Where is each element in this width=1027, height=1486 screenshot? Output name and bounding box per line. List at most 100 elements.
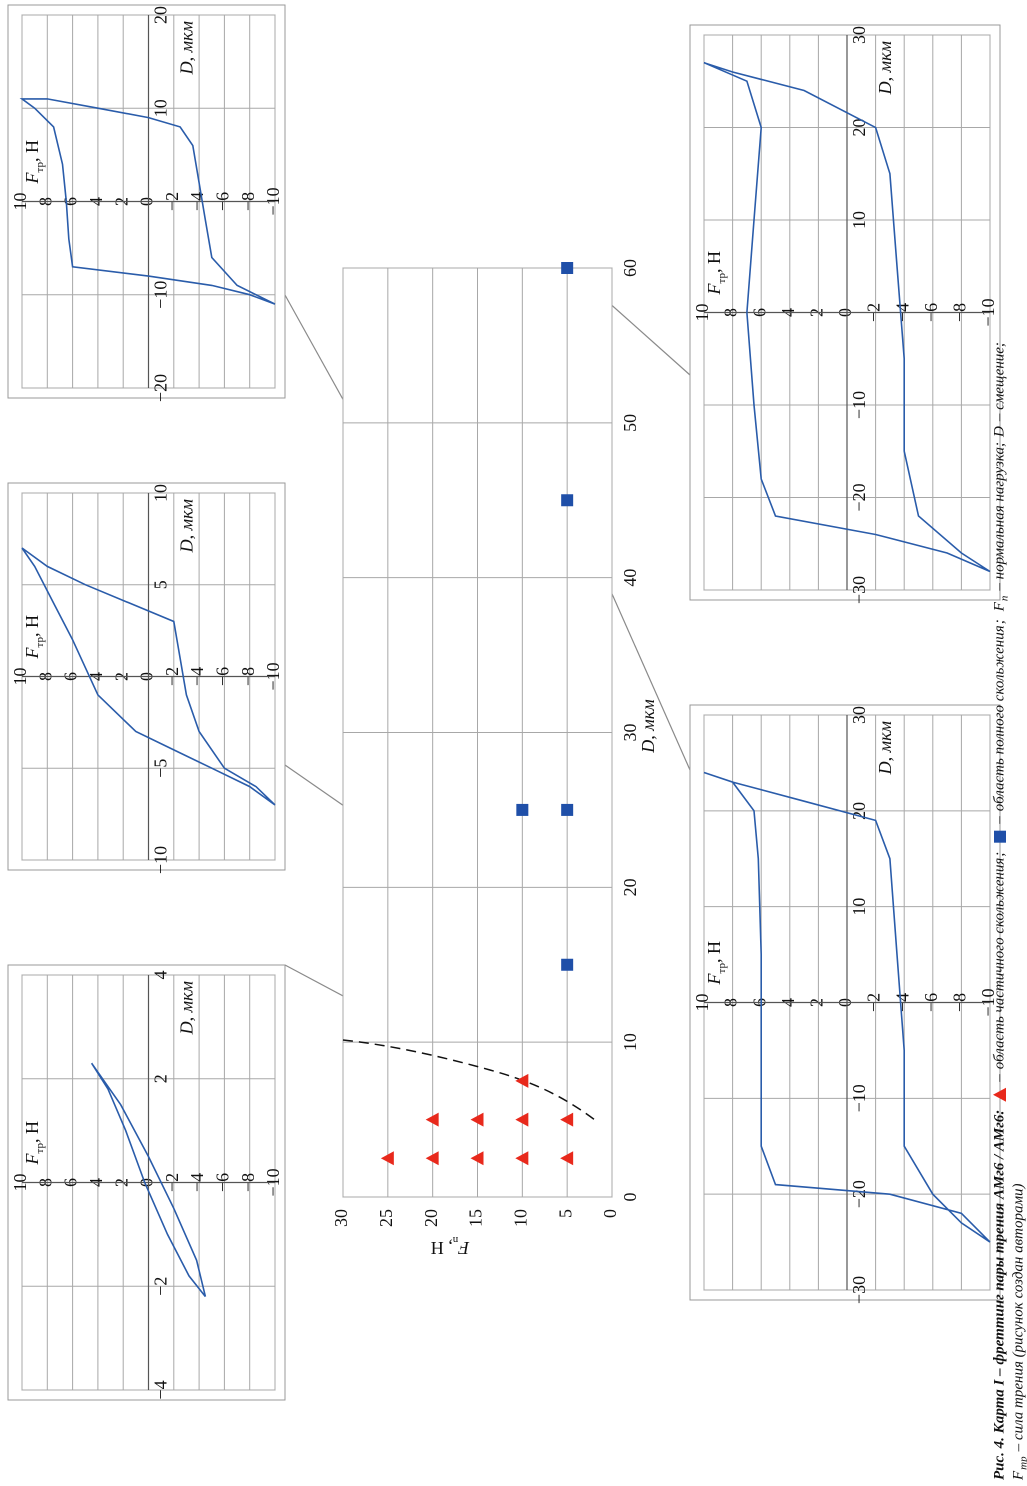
y-axis-title-sub: n <box>452 1234 458 1246</box>
x-tick-label: 20 <box>151 6 171 24</box>
x-axis-title: D, мкм <box>638 699 658 754</box>
boundary-curve <box>342 1039 596 1121</box>
caption-text: D <box>991 426 1007 438</box>
x-tick-label: 20 <box>620 878 640 896</box>
point <box>425 1151 439 1166</box>
y-tick-label: 25 <box>376 1209 396 1227</box>
y-tick-label: 20 <box>421 1209 441 1227</box>
x-axis-title: D, мкм <box>177 499 197 554</box>
y-tick-label: 10 <box>510 1209 530 1227</box>
caption-text: Рис. 4. Карта I – фреттинг пары трения А… <box>991 1110 1007 1480</box>
x-tick-label: 10 <box>849 898 869 916</box>
y-axis-title-sub: тр <box>716 273 728 284</box>
x-tick-label: 60 <box>620 259 640 277</box>
x-tick-label: 0 <box>620 1193 640 1202</box>
point <box>515 1112 529 1127</box>
x-tick-label: −20 <box>849 1180 869 1208</box>
caption-text: – смещение; <box>991 342 1007 422</box>
x-tick-label: −30 <box>849 1276 869 1304</box>
y-axis-title-rest: , Н <box>431 1238 453 1258</box>
y-axis-title: Fтр, Н <box>22 140 45 184</box>
y-tick-label: 30 <box>331 1209 351 1227</box>
y-tick-label: 10 <box>10 668 30 686</box>
y-axis-title-sub: тр <box>34 1143 46 1154</box>
y-tick-label: 0 <box>600 1209 620 1218</box>
x-tick-label: 4 <box>151 971 171 980</box>
x-tick-label: 10 <box>849 211 869 229</box>
y-tick-label: 10 <box>692 304 712 322</box>
x-tick-label: −30 <box>849 576 869 604</box>
hysteresis-loop <box>21 547 276 806</box>
x-tick-label: 10 <box>151 99 171 117</box>
x-tick-label: 20 <box>849 119 869 137</box>
y-axis-title-rest: , Н <box>22 1121 42 1143</box>
point <box>515 1073 529 1088</box>
x-axis-title: D, мкм <box>875 41 895 96</box>
x-axis-title: D, мкм <box>177 981 197 1036</box>
y-tick-label: 10 <box>10 193 30 211</box>
x-tick-label: 30 <box>620 724 640 742</box>
point <box>380 1151 394 1166</box>
y-axis-title: Fтр, Н <box>22 615 45 659</box>
point <box>561 803 574 816</box>
y-axis-title-rest: , Н <box>22 140 42 162</box>
y-axis-title: Fтр, Н <box>704 251 727 295</box>
point <box>470 1112 484 1127</box>
caption-text: ; <box>991 619 1007 624</box>
y-axis-title-sub: тр <box>34 637 46 648</box>
x-tick-label: 30 <box>849 706 869 724</box>
y-tick-label: 10 <box>10 1174 30 1192</box>
point <box>515 1151 529 1166</box>
caption-text: n <box>999 595 1011 601</box>
y-tick-label: 15 <box>466 1209 486 1227</box>
hysteresis-loop <box>19 98 276 305</box>
x-tick-label: −20 <box>151 374 171 402</box>
point <box>560 1112 574 1127</box>
x-tick-label: 2 <box>151 1074 171 1083</box>
point <box>516 803 529 816</box>
caption-text: F <box>991 601 1007 612</box>
y-axis-title-main: F <box>22 172 42 185</box>
caption-text: F <box>1010 1470 1026 1481</box>
x-tick-label: 10 <box>151 484 171 502</box>
point <box>425 1112 439 1127</box>
y-tick-label: 5 <box>555 1209 575 1218</box>
x-tick-label: 5 <box>151 580 171 589</box>
caption-text: – <box>991 816 1007 825</box>
y-axis-title-rest: , Н <box>704 941 724 963</box>
point <box>560 1151 574 1166</box>
x-tick-label: 50 <box>620 414 640 432</box>
y-axis-title-rest: , Н <box>704 251 724 273</box>
x-tick-label: 30 <box>849 26 869 44</box>
x-axis-title: D, мкм <box>875 721 895 776</box>
x-tick-label: −5 <box>151 759 171 778</box>
point <box>561 262 574 274</box>
y-axis-title-main: F <box>457 1238 470 1258</box>
x-tick-label: −10 <box>151 846 171 874</box>
caption-text: – нормальная нагрузка; <box>991 442 1007 592</box>
point <box>470 1151 484 1166</box>
y-axis-title-main: F <box>704 283 724 296</box>
y-axis-title-main: F <box>704 973 724 986</box>
caption-text: область частичного скольжения <box>991 858 1007 1070</box>
x-tick-label: −4 <box>151 1380 171 1399</box>
hysteresis-loop <box>703 61 991 573</box>
y-axis-title-sub: тр <box>716 963 728 974</box>
y-axis-title-main: F <box>22 647 42 660</box>
y-axis-title: Fn, Н <box>431 1234 471 1257</box>
y-tick-label: 10 <box>692 994 712 1012</box>
x-tick-label: 10 <box>620 1033 640 1051</box>
caption-text: – <box>991 1074 1007 1083</box>
y-axis-title: Fтр, Н <box>22 1121 45 1165</box>
legend-marker <box>994 830 1006 843</box>
hysteresis-loop <box>703 771 991 1243</box>
x-tick-label: −20 <box>849 483 869 511</box>
y-axis-title-sub: тр <box>34 162 46 173</box>
y-axis-title-rest: , Н <box>22 615 42 637</box>
x-tick-label: −10 <box>849 391 869 419</box>
x-tick-label: −10 <box>151 281 171 309</box>
hysteresis-loop <box>90 1062 207 1298</box>
x-tick-label: 40 <box>620 569 640 587</box>
